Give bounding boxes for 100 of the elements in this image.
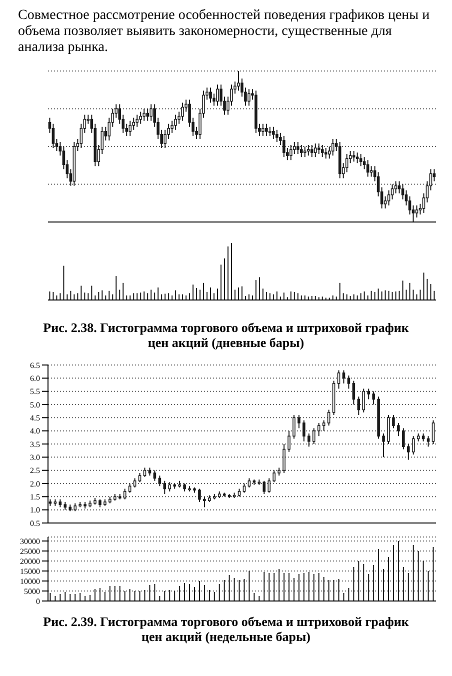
candlestick xyxy=(298,414,300,429)
y-tick-label: 20000 xyxy=(20,556,40,566)
candlestick xyxy=(52,123,55,149)
candlestick xyxy=(352,380,356,405)
y-tick-label: 2.0 xyxy=(30,479,40,488)
candlestick xyxy=(366,160,370,178)
candlestick xyxy=(288,430,290,452)
candlestick xyxy=(362,388,366,413)
candlestick xyxy=(272,126,275,140)
candlestick xyxy=(387,190,390,206)
candlestick xyxy=(138,472,142,483)
candlestick xyxy=(384,196,387,209)
candlestick xyxy=(248,88,250,106)
candlestick xyxy=(136,114,139,128)
y-tick-label: 10000 xyxy=(20,576,40,586)
y-tick-label: 5000 xyxy=(24,586,40,596)
candlestick xyxy=(163,480,166,495)
candlestick xyxy=(282,135,286,158)
candlestick xyxy=(372,390,375,405)
candlestick xyxy=(248,478,251,488)
candlestick xyxy=(300,144,303,158)
candlestick xyxy=(296,141,300,155)
candlestick xyxy=(203,496,206,508)
y-tick-label: 5.0 xyxy=(30,400,40,410)
candlestick xyxy=(143,467,146,478)
candlestick xyxy=(320,144,324,158)
candlestick xyxy=(412,436,415,456)
y-tick-label: 5.5 xyxy=(30,387,40,396)
y-tick-label: 6.5 xyxy=(30,360,40,370)
candlestick xyxy=(181,102,184,122)
y-tick-label: 0 xyxy=(36,596,40,606)
y-tick-label: 30000 xyxy=(20,536,40,546)
candlestick xyxy=(312,428,316,444)
candlestick xyxy=(310,144,314,158)
candlestick xyxy=(133,478,136,488)
candlestick xyxy=(262,123,264,136)
y-tick-label: 4.5 xyxy=(30,414,40,423)
candlestick xyxy=(387,414,390,444)
candlestick xyxy=(150,104,152,122)
candlestick xyxy=(415,204,418,218)
candlestick xyxy=(303,146,306,158)
y-tick-label: 3.0 xyxy=(30,453,40,462)
candlestick xyxy=(272,470,276,483)
candlestick xyxy=(216,84,219,106)
candlestick xyxy=(317,142,320,155)
candlestick xyxy=(352,150,356,162)
candlestick xyxy=(276,129,278,142)
candlestick xyxy=(406,444,410,460)
candlestick xyxy=(302,420,306,442)
candlestick xyxy=(382,432,385,458)
candlestick xyxy=(308,432,310,448)
y-tick-label: 2.5 xyxy=(30,466,40,476)
y-tick-label: 1.0 xyxy=(30,506,40,515)
candlestick xyxy=(268,478,271,494)
candlestick xyxy=(262,480,266,495)
candlestick xyxy=(142,108,146,122)
y-tick-label: 15000 xyxy=(20,566,40,576)
candlestick xyxy=(402,428,405,450)
candlestick xyxy=(128,120,132,136)
candlestick xyxy=(356,152,359,164)
candlestick xyxy=(209,87,212,104)
candlestick xyxy=(362,156,366,170)
candlestick xyxy=(306,144,310,156)
candlestick xyxy=(146,108,149,122)
candlestick xyxy=(347,375,350,390)
y-tick-label: 3.5 xyxy=(30,440,40,449)
candlestick xyxy=(317,422,320,437)
candlestick xyxy=(432,420,435,444)
candlestick xyxy=(168,482,172,492)
candlestick xyxy=(337,370,340,390)
candlestick xyxy=(242,483,246,494)
candlestick xyxy=(397,422,400,437)
candlestick xyxy=(268,126,272,136)
candlestick xyxy=(123,488,126,500)
candlestick xyxy=(342,370,346,384)
candlestick xyxy=(139,111,142,124)
candlestick xyxy=(314,142,317,158)
candlestick xyxy=(198,488,201,502)
y-tick-label: 4.0 xyxy=(30,426,40,436)
candlestick xyxy=(322,420,326,432)
y-tick-label: 25000 xyxy=(20,546,40,556)
y-tick-label: 1.5 xyxy=(30,492,40,502)
candlestick xyxy=(128,483,132,494)
text: Совместное рассмотрение особенностей поведения графиков цены и объема позволяет выявить закономерности, существенные для анализа рынка. xyxy=(18,8,431,56)
candlestick xyxy=(158,475,162,487)
candlestick xyxy=(367,388,370,400)
candlestick xyxy=(331,138,334,156)
candlestick xyxy=(174,114,177,130)
candlestick xyxy=(153,470,156,482)
text: Рис. 2.39. Гистограмма торгового объема и штриховой график цен акций (недельные бары) xyxy=(42,614,410,644)
candlestick xyxy=(265,123,268,136)
candlestick xyxy=(237,71,240,92)
candlestick xyxy=(282,444,286,474)
text: Рис. 2.38. Гистограмма торгового объема и штриховой график цен акций (дневные бары) xyxy=(42,320,410,350)
y-tick-label: 6.0 xyxy=(30,374,40,384)
candlestick xyxy=(426,436,430,448)
candlestick xyxy=(290,144,292,161)
candlestick xyxy=(324,148,328,160)
y-tick-label: 0.5 xyxy=(30,518,40,528)
candlestick xyxy=(327,409,330,426)
